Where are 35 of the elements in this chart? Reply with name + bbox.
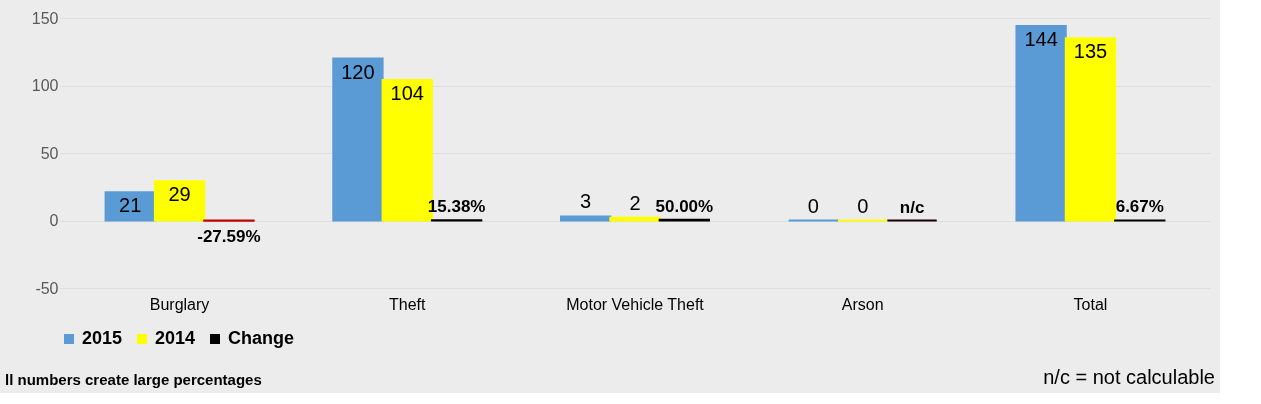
x-tick-label: Theft bbox=[389, 295, 427, 313]
x-tick-label: Total bbox=[1073, 295, 1108, 313]
legend-label: 2014 bbox=[155, 328, 196, 348]
data-label: 6.67% bbox=[1115, 197, 1164, 217]
data-label: 50.00% bbox=[655, 196, 714, 216]
text: n/c = not calculable bbox=[1043, 366, 1215, 388]
bar bbox=[559, 215, 612, 222]
data-label: 104 bbox=[390, 82, 424, 105]
bar bbox=[609, 216, 661, 222]
data-label: 120 bbox=[341, 60, 375, 83]
data-label: n/c bbox=[899, 197, 925, 217]
data-label: 3 bbox=[580, 190, 592, 213]
data-label: 21 bbox=[119, 194, 142, 217]
x-tick-label: Arson bbox=[841, 295, 884, 313]
data-label: -27.59% bbox=[197, 226, 261, 246]
bar bbox=[1015, 25, 1067, 222]
y-tick-label: 150 bbox=[31, 9, 59, 27]
y-tick-label: 100 bbox=[31, 77, 59, 94]
text: ll numbers create large percentages bbox=[5, 371, 262, 388]
legend-label: Change bbox=[228, 328, 295, 348]
legend-label: 2015 bbox=[82, 328, 123, 348]
data-label: 135 bbox=[1073, 40, 1108, 63]
bar bbox=[153, 180, 206, 222]
x-tick-label: Motor Vehicle Theft bbox=[566, 295, 705, 313]
data-label: 0 bbox=[857, 194, 869, 217]
data-label: 2 bbox=[629, 191, 641, 214]
bar bbox=[1064, 37, 1117, 222]
data-label: 0 bbox=[807, 194, 819, 217]
y-tick-label: 0 bbox=[49, 212, 59, 229]
bar bbox=[332, 57, 384, 222]
y-tick-label: 50 bbox=[40, 144, 59, 162]
x-tick-label: Burglary bbox=[149, 295, 210, 313]
y-tick-label: -50 bbox=[35, 279, 59, 297]
data-label: 29 bbox=[168, 183, 191, 206]
data-label: 144 bbox=[1024, 28, 1058, 51]
